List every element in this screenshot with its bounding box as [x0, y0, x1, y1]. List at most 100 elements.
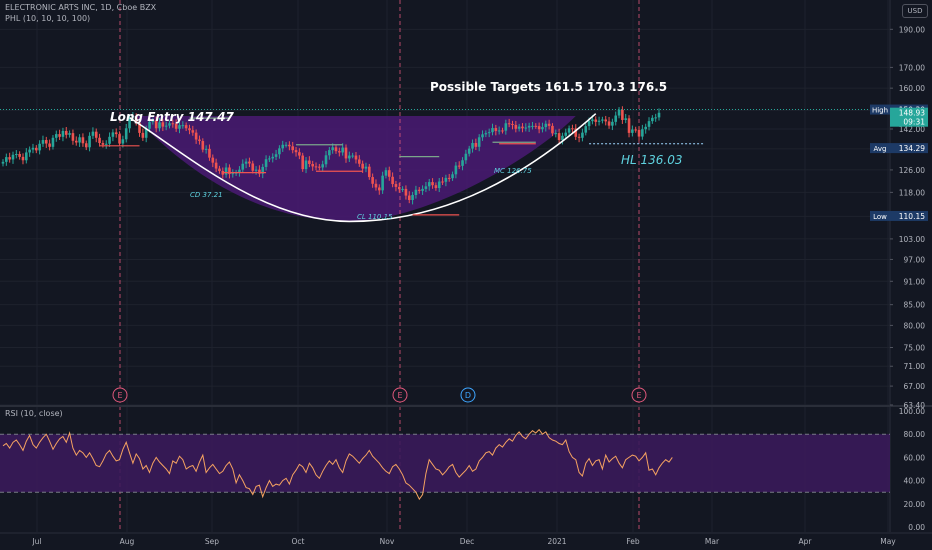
rsi-line: [2, 428, 673, 501]
candle-body: [381, 175, 384, 191]
low-price-label-tag-text: Low: [873, 213, 887, 221]
candle-body: [1, 161, 5, 164]
candle-body: [564, 132, 568, 136]
candle-body: [25, 152, 28, 161]
indicator-label: PHL (10, 10, 10, 100): [5, 14, 91, 23]
price-tick-label: 85.00: [904, 301, 926, 310]
candle-body: [64, 130, 68, 135]
candle-body: [364, 166, 368, 169]
candle-body: [334, 147, 338, 152]
candle-body: [401, 188, 404, 190]
candle-body: [441, 181, 444, 183]
high-price-label-tag: [870, 104, 890, 115]
candle-body: [411, 194, 414, 200]
earnings-marker: [392, 387, 408, 403]
candle-body: [81, 137, 85, 144]
candle-body: [521, 126, 524, 129]
symbol-title: ELECTRONIC ARTS INC, 1D, Cboe BZX: [5, 3, 157, 12]
candle-body: [181, 125, 185, 127]
price-tick-label: 160.00: [899, 84, 925, 93]
candle-body: [248, 161, 251, 164]
candle-body: [361, 163, 364, 169]
candle-body: [397, 186, 401, 190]
targets-label: Possible Targets 161.5 170.3 176.5: [430, 80, 667, 94]
candle-body: [35, 147, 38, 151]
low-price-label-value: 110.15: [899, 212, 925, 221]
candle-body: [607, 121, 611, 126]
price-tick-label: 97.00: [904, 255, 926, 264]
candle-body: [614, 115, 618, 122]
candle-body: [354, 155, 358, 160]
candle-body: [151, 120, 155, 122]
candle-body: [534, 125, 538, 127]
candle-body: [164, 125, 168, 127]
candle-body: [461, 160, 464, 166]
candle-body: [171, 123, 175, 125]
candle-body: [74, 140, 78, 143]
candle-body: [344, 147, 348, 159]
candle-body: [587, 121, 591, 127]
candle-body: [527, 125, 531, 128]
candle-body: [374, 183, 378, 188]
candle-body: [437, 181, 441, 189]
candle-body: [597, 120, 601, 122]
candle-body: [121, 139, 125, 144]
candle-body: [417, 189, 421, 191]
candle-body: [304, 160, 308, 170]
candle-body: [5, 157, 8, 162]
currency-button[interactable]: USD: [902, 4, 928, 18]
candle-body: [41, 140, 45, 144]
candle-body: [551, 125, 554, 134]
time-tick-label: Dec: [460, 537, 475, 546]
time-tick-label: Feb: [626, 537, 640, 546]
candle-body: [114, 132, 118, 135]
candle-body: [514, 124, 518, 129]
candle-body: [434, 185, 438, 189]
candle-body: [391, 176, 394, 185]
candle-body: [637, 129, 641, 137]
candle-body: [228, 167, 231, 175]
candle-body: [268, 158, 271, 160]
cd-label: CD 37.21: [190, 191, 223, 199]
candle-body: [451, 174, 454, 179]
candle-body: [561, 135, 564, 141]
candle-body: [261, 166, 265, 174]
candle-body: [128, 117, 131, 129]
candle-body: [377, 187, 381, 191]
candle-body: [94, 131, 98, 138]
candle-body: [11, 154, 15, 160]
hl-label: HL 136.03: [621, 153, 683, 167]
candle-body: [494, 128, 498, 131]
candle-body: [464, 153, 468, 161]
candle-body: [314, 166, 318, 168]
candle-body: [387, 170, 391, 177]
candle-body: [61, 130, 65, 137]
candle-body: [651, 117, 654, 122]
rsi-tick-label: 20.00: [904, 500, 926, 509]
candle-body: [301, 155, 304, 170]
candle-body: [657, 112, 661, 118]
rsi-label: RSI (10, close): [5, 409, 63, 418]
candle-body: [8, 157, 11, 160]
candle-body: [254, 169, 258, 171]
candle-body: [214, 162, 218, 169]
candle-body: [547, 123, 551, 126]
candle-body: [198, 139, 201, 142]
candle-body: [444, 177, 448, 182]
candle-body: [84, 143, 88, 148]
candle-body: [414, 189, 418, 195]
candle-body: [487, 132, 491, 134]
rsi-axis: 100.00 80.00 60.00 40.00 20.00 0.00: [899, 407, 925, 532]
candle-body: [71, 133, 75, 141]
candle-body: [621, 109, 624, 120]
event-marker-label: E: [117, 391, 122, 400]
candle-body: [504, 123, 508, 131]
candle-body: [531, 125, 534, 127]
candle-body: [271, 156, 275, 159]
candle-body: [54, 134, 58, 138]
price-tick-label: 118.00: [899, 188, 925, 197]
avg-price-label: Avg 134.29: [870, 143, 928, 154]
candle-body: [148, 121, 151, 129]
